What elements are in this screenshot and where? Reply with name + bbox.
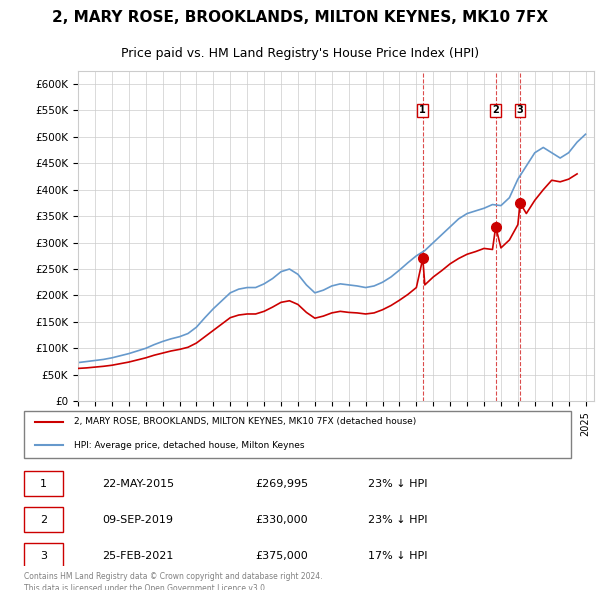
Text: 25-FEB-2021: 25-FEB-2021 xyxy=(103,551,174,560)
FancyBboxPatch shape xyxy=(23,411,571,458)
Text: 2, MARY ROSE, BROOKLANDS, MILTON KEYNES, MK10 7FX: 2, MARY ROSE, BROOKLANDS, MILTON KEYNES,… xyxy=(52,10,548,25)
Text: 2: 2 xyxy=(40,514,47,525)
Text: 23% ↓ HPI: 23% ↓ HPI xyxy=(368,478,427,489)
FancyBboxPatch shape xyxy=(23,543,63,569)
FancyBboxPatch shape xyxy=(23,471,63,496)
Text: HPI: Average price, detached house, Milton Keynes: HPI: Average price, detached house, Milt… xyxy=(74,441,305,450)
Text: 1: 1 xyxy=(40,478,47,489)
Text: £269,995: £269,995 xyxy=(255,478,308,489)
Text: 3: 3 xyxy=(40,551,47,560)
Text: This data is licensed under the Open Government Licence v3.0.: This data is licensed under the Open Gov… xyxy=(23,584,267,590)
Text: £375,000: £375,000 xyxy=(255,551,308,560)
Text: Contains HM Land Registry data © Crown copyright and database right 2024.: Contains HM Land Registry data © Crown c… xyxy=(23,572,322,581)
Text: 2: 2 xyxy=(493,106,499,116)
Text: 3: 3 xyxy=(517,106,523,116)
FancyBboxPatch shape xyxy=(23,507,63,532)
Text: 22-MAY-2015: 22-MAY-2015 xyxy=(103,478,175,489)
Text: 2, MARY ROSE, BROOKLANDS, MILTON KEYNES, MK10 7FX (detached house): 2, MARY ROSE, BROOKLANDS, MILTON KEYNES,… xyxy=(74,418,416,427)
Text: Price paid vs. HM Land Registry's House Price Index (HPI): Price paid vs. HM Land Registry's House … xyxy=(121,47,479,60)
Text: 1: 1 xyxy=(419,106,426,116)
Text: 17% ↓ HPI: 17% ↓ HPI xyxy=(368,551,427,560)
Text: 09-SEP-2019: 09-SEP-2019 xyxy=(103,514,173,525)
Text: 23% ↓ HPI: 23% ↓ HPI xyxy=(368,514,427,525)
Text: £330,000: £330,000 xyxy=(255,514,308,525)
